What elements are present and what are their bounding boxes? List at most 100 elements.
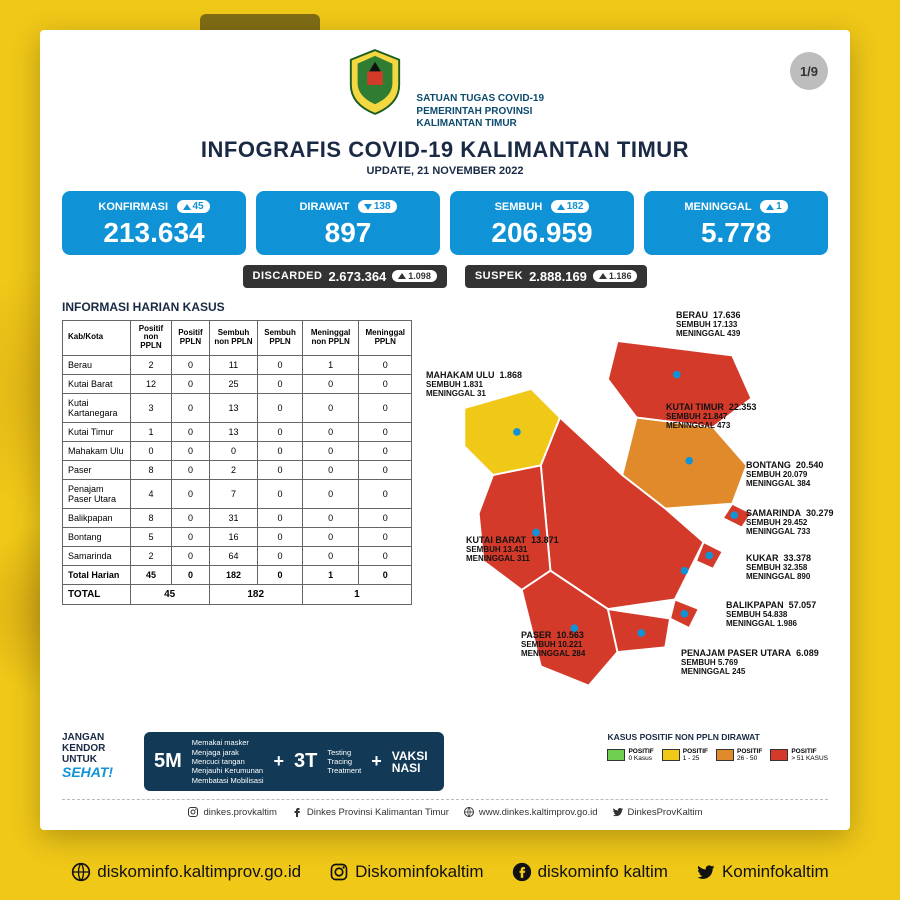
stat-sembuh: SEMBUH 182 206.959: [450, 191, 634, 255]
page-indicator: 1/9: [790, 52, 828, 90]
advice-5m: 5M: [154, 750, 182, 773]
map-region-label: SAMARINDA 30.279SEMBUH 29.452MENINGGAL 7…: [746, 508, 834, 537]
card-socials: dinkes.provkaltim Dinkes Provinsi Kalima…: [62, 799, 828, 818]
footer-web: diskominfo.kaltimprov.go.id: [71, 862, 301, 882]
map-legend: KASUS POSITIF NON PPLN DIRAWAT POSITIF0 …: [607, 732, 828, 791]
map-region-label: KUTAI TIMUR 22.353SEMBUH 21.847MENINGGAL…: [666, 402, 756, 431]
map-panel: MAHAKAM ULU 1.868SEMBUH 1.831MENINGGAL 3…: [426, 300, 828, 727]
arrow-up-icon: [398, 273, 406, 279]
pill-label: SUSPEK: [475, 270, 523, 282]
stat-delta: 138: [358, 200, 397, 213]
table-header: Sembuh PPLN: [258, 320, 302, 355]
legend-title: KASUS POSITIF NON PPLN DIRAWAT: [607, 732, 828, 742]
table-row: Berau2011010: [63, 355, 412, 374]
table-header: Positif PPLN: [172, 320, 209, 355]
table-total-row: Total Harian450182010: [63, 565, 412, 584]
infographic-title: INFOGRAFIS COVID-19 KALIMANTAN TIMUR: [62, 137, 828, 163]
pill-label: DISCARDED: [253, 270, 323, 282]
legend-item: POSITIF> 51 KASUS: [770, 748, 828, 762]
cases-table: Kab/KotaPositif non PPLNPositif PPLNSemb…: [62, 320, 412, 605]
pill-discarded: DISCARDED 2.673.364 1.098: [243, 265, 447, 288]
org-line: KALIMANTAN TIMUR: [416, 118, 544, 131]
arrow-up-icon: [599, 273, 607, 279]
arrow-up-icon: [766, 204, 774, 210]
advice-box: 5M Memakai maskerMenjaga jarakMencuci ta…: [144, 732, 444, 791]
table-row: Penajam Paser Utara407000: [63, 479, 412, 508]
table-header: Meninggal non PPLN: [302, 320, 359, 355]
table-row: Kutai Barat12025000: [63, 374, 412, 393]
table-row: Balikpapan8031000: [63, 508, 412, 527]
pill-delta: 1.186: [593, 270, 638, 282]
stat-delta: 182: [551, 200, 590, 213]
table-row: Kutai Timur1013000: [63, 422, 412, 441]
stat-meninggal: MENINGGAL 1 5.778: [644, 191, 828, 255]
stat-konfirmasi: KONFIRMASI 45 213.634: [62, 191, 246, 255]
table-header: Kab/Kota: [63, 320, 131, 355]
org-line: SATUAN TUGAS COVID-19: [416, 93, 544, 106]
footer-twitter: Kominfokaltim: [696, 862, 829, 882]
map-region-label: PENAJAM PASER UTARA 6.089SEMBUH 5.769MEN…: [681, 648, 819, 677]
table-panel: INFORMASI HARIAN KASUS Kab/KotaPositif n…: [62, 300, 412, 727]
stat-value: 5.778: [652, 219, 820, 247]
stat-label: SEMBUH: [495, 201, 543, 213]
advice-5m-list: Memakai maskerMenjaga jarakMencuci tanga…: [192, 738, 264, 785]
social-twitter: DinkesProvKaltim: [612, 806, 703, 818]
stat-delta: 45: [177, 200, 210, 213]
arrow-up-icon: [557, 204, 565, 210]
legend-swatch: [662, 749, 680, 761]
map-region-label: PASER 10.563SEMBUH 10.221MENINGGAL 284: [521, 630, 585, 659]
table-row: Bontang5016000: [63, 527, 412, 546]
main-stats-row: KONFIRMASI 45 213.634 DIRAWAT 138 897 SE…: [62, 191, 828, 255]
province-crest-icon: [346, 48, 404, 121]
stat-dirawat: DIRAWAT 138 897: [256, 191, 440, 255]
legend-swatch: [770, 749, 788, 761]
stat-label: MENINGGAL: [684, 201, 751, 213]
stat-value: 213.634: [70, 219, 238, 247]
pill-value: 2.673.364: [328, 269, 386, 284]
footer-instagram: Diskominfokaltim: [329, 862, 483, 882]
arrow-down-icon: [364, 204, 372, 210]
table-row: Samarinda2064000: [63, 546, 412, 565]
stat-label: DIRAWAT: [299, 201, 349, 213]
social-web: www.dinkes.kaltimprov.go.id: [463, 806, 598, 818]
table-row: Mahakam Ulu000000: [63, 441, 412, 460]
footer: JANGAN KENDOR UNTUK SEHAT! 5M Memakai ma…: [62, 726, 828, 818]
map-region-label: BONTANG 20.540SEMBUH 20.079MENINGGAL 384: [746, 460, 823, 489]
legend-item: POSITIF0 Kasus: [607, 748, 653, 762]
stat-label: KONFIRMASI: [98, 201, 168, 213]
arrow-up-icon: [183, 204, 191, 210]
org-lines: SATUAN TUGAS COVID-19 PEMERINTAH PROVINS…: [416, 93, 544, 131]
table-header: Meninggal PPLN: [359, 320, 412, 355]
stat-value: 897: [264, 219, 432, 247]
social-facebook: Dinkes Provinsi Kalimantan Timur: [291, 806, 449, 818]
map-region-label: KUTAI BARAT 13.871SEMBUH 13.431MENINGGAL…: [466, 535, 559, 564]
pill-value: 2.888.169: [529, 269, 587, 284]
slogan: JANGAN KENDOR UNTUK SEHAT!: [62, 732, 134, 791]
table-row: Paser802000: [63, 460, 412, 479]
footer-facebook: diskominfo kaltim: [512, 862, 668, 882]
header: SATUAN TUGAS COVID-19 PEMERINTAH PROVINS…: [62, 48, 828, 177]
map-region-label: BERAU 17.636SEMBUH 17.133MENINGGAL 439: [676, 310, 741, 339]
pill-suspek: SUSPEK 2.888.169 1.186: [465, 265, 648, 288]
social-instagram: dinkes.provkaltim: [187, 806, 276, 818]
page-footer-links: diskominfo.kaltimprov.go.id Diskominfoka…: [0, 862, 900, 882]
map-region-label: MAHAKAM ULU 1.868SEMBUH 1.831MENINGGAL 3…: [426, 370, 522, 399]
stat-value: 206.959: [458, 219, 626, 247]
legend-swatch: [716, 749, 734, 761]
table-grand-row: TOTAL451821: [63, 584, 412, 604]
pill-delta: 1.098: [392, 270, 437, 282]
update-date: UPDATE, 21 NOVEMBER 2022: [62, 165, 828, 177]
map-region-label: BALIKPAPAN 57.057SEMBUH 54.838MENINGGAL …: [726, 600, 816, 629]
legend-swatch: [607, 749, 625, 761]
sub-stats-row: DISCARDED 2.673.364 1.098 SUSPEK 2.888.1…: [62, 265, 828, 288]
legend-item: POSITIF26 - 50: [716, 748, 762, 762]
map-region-label: KUKAR 33.378SEMBUH 32.358MENINGGAL 890: [746, 553, 811, 582]
advice-vaksinasi: VAKSI NASI: [392, 750, 428, 774]
table-header: Sembuh non PPLN: [209, 320, 258, 355]
advice-3t-list: TestingTracingTreatment: [327, 748, 361, 776]
org-line: PEMERINTAH PROVINSI: [416, 106, 544, 119]
infographic-card: SATUAN TUGAS COVID-19 PEMERINTAH PROVINS…: [40, 30, 850, 830]
advice-3t: 3T: [294, 750, 317, 773]
table-row: Kutai Kartanegara3013000: [63, 393, 412, 422]
legend-item: POSITIF1 - 25: [662, 748, 708, 762]
